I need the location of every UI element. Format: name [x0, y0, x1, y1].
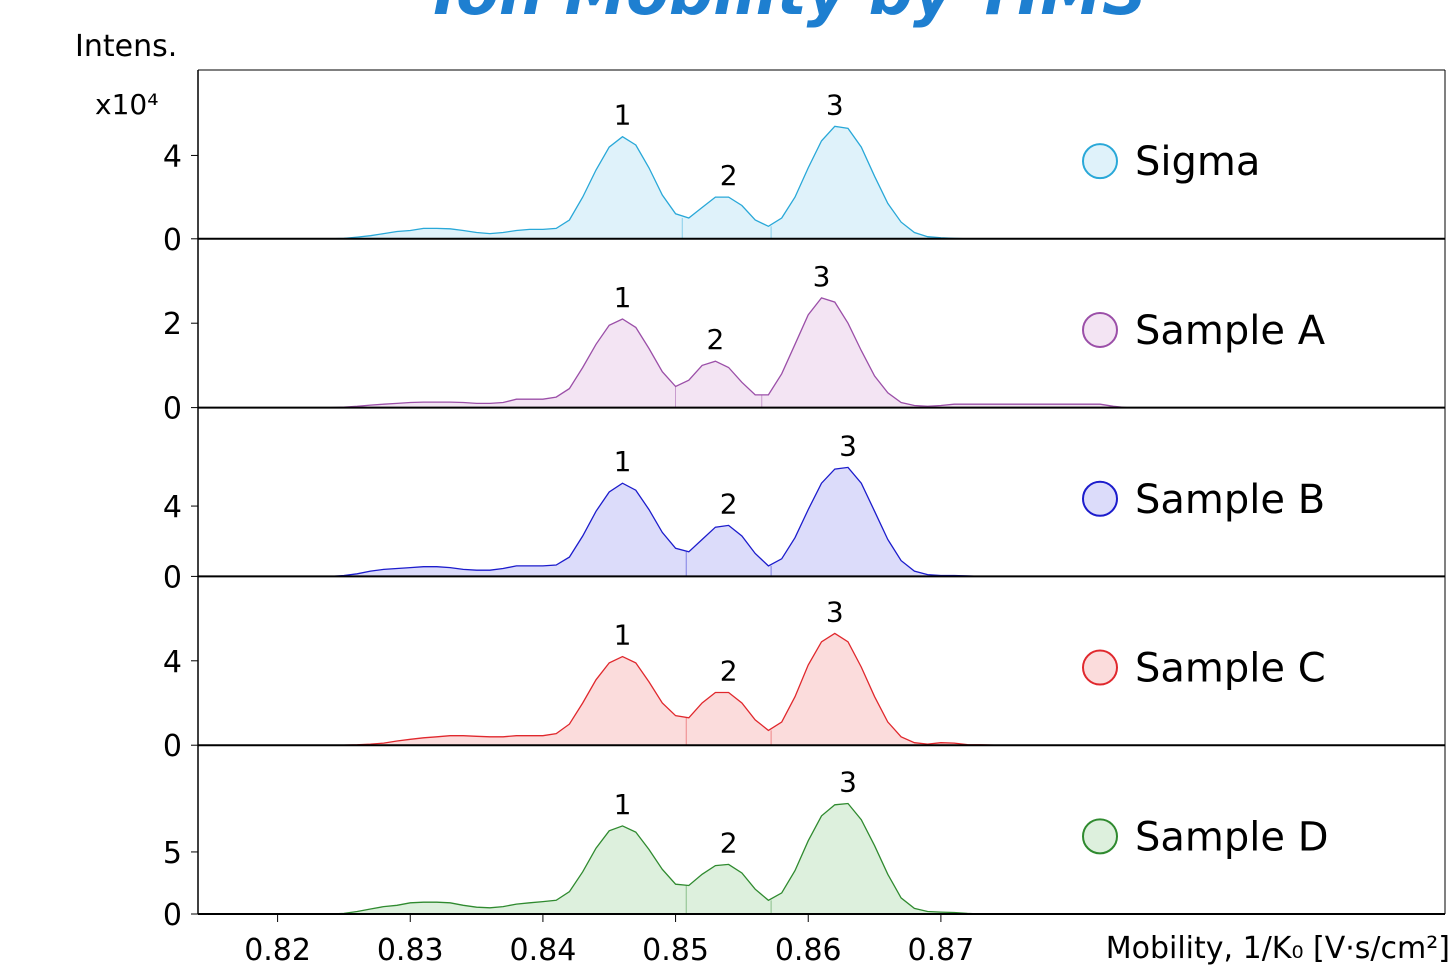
x-tick-label: 0.86 — [775, 933, 842, 968]
peak-label: 3 — [826, 595, 844, 628]
x-tick-label: 0.82 — [244, 933, 311, 968]
legend-marker — [1082, 818, 1118, 855]
legend-marker — [1082, 311, 1118, 348]
y-tick-label: 4 — [163, 645, 182, 680]
y-tick-label: 4 — [163, 139, 182, 174]
legend-marker — [1082, 480, 1118, 517]
peak-label: 1 — [614, 281, 632, 314]
peak-label: 3 — [839, 766, 857, 799]
legend-label: Sigma — [1135, 139, 1260, 185]
peak-label: 3 — [839, 429, 857, 462]
peak-label: 2 — [720, 826, 738, 859]
peak-label: 2 — [720, 159, 738, 192]
y-tick-label: 5 — [163, 836, 182, 871]
legend-label: Sample D — [1135, 814, 1329, 860]
peak-label: 2 — [720, 487, 738, 520]
area-fill — [330, 633, 1127, 746]
y-tick-label: 0 — [163, 898, 182, 933]
peak-label: 1 — [614, 445, 632, 478]
legend-label: Sample A — [1135, 308, 1326, 354]
area-fill — [330, 467, 1127, 577]
y-axis-label: Intens. — [75, 29, 177, 64]
x-tick-label: 0.87 — [907, 933, 974, 968]
peak-label: 1 — [614, 788, 632, 821]
legend-label: Sample C — [1135, 646, 1326, 692]
x-tick-label: 0.85 — [642, 933, 709, 968]
x-axis-label: Mobility, 1/K₀ [V·s/cm²] — [1106, 931, 1450, 966]
y-axis-scale: x10⁴ — [95, 88, 158, 121]
x-tick-label: 0.83 — [377, 933, 444, 968]
y-tick-label: 0 — [163, 223, 182, 258]
peak-label: 2 — [720, 654, 738, 687]
y-tick-label: 0 — [163, 392, 182, 427]
legend-marker — [1082, 143, 1118, 180]
peak-label: 3 — [826, 88, 844, 121]
peak-label: 2 — [706, 323, 724, 356]
y-tick-label: 2 — [163, 307, 182, 342]
peak-label: 3 — [813, 260, 831, 293]
legend-label: Sample B — [1135, 477, 1325, 523]
area-fill — [330, 297, 1127, 408]
area-fill — [330, 126, 1127, 239]
y-tick-label: 0 — [163, 560, 182, 595]
peak-label: 1 — [614, 619, 632, 652]
x-tick-label: 0.84 — [510, 933, 577, 968]
y-tick-label: 4 — [163, 490, 182, 525]
legend-marker — [1082, 649, 1118, 686]
chart-title: Ion Mobility by TIMS — [433, 0, 1147, 29]
y-tick-label: 0 — [163, 729, 182, 764]
peak-label: 1 — [614, 99, 632, 132]
trace-line — [330, 297, 1127, 409]
